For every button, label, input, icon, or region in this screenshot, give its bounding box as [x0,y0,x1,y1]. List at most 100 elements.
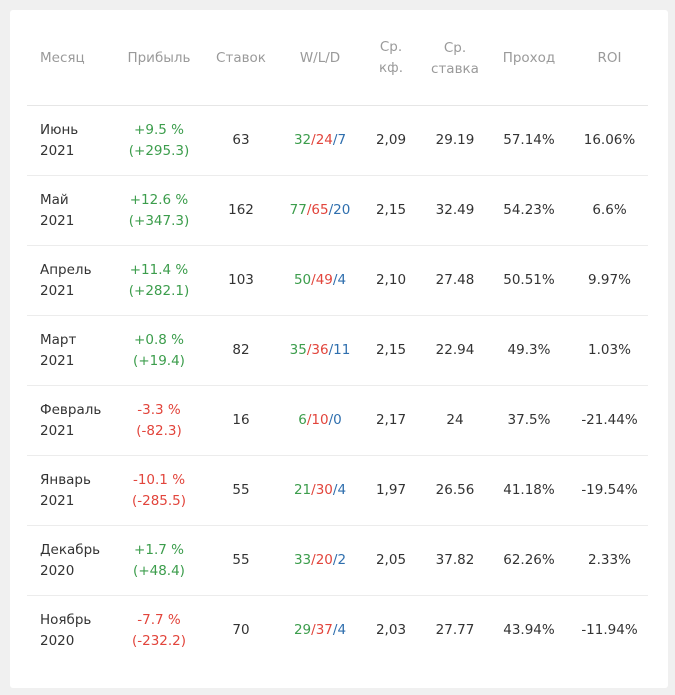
losses: 49 [315,272,333,288]
year: 2021 [40,352,75,369]
month-cell: Декабрь 2020 [27,525,117,596]
draws: 4 [337,622,347,638]
wins: 35 [289,342,307,358]
month-cell: Февраль 2021 [27,385,117,456]
column-header: Ставок [201,10,281,106]
pass: 62.26% [487,525,571,596]
avg-odds: 2,10 [359,245,423,316]
roi: 1.03% [571,315,648,386]
wld-cell: 33/20/2 [281,525,359,596]
year: 2021 [40,282,75,299]
profit-abs: (+48.4) [133,562,185,579]
separator: / [328,202,334,218]
separator: / [311,552,316,568]
draws: 4 [337,272,347,288]
profit-pct: -10.1 % [132,471,186,488]
draws: 2 [337,552,347,568]
bets: 63 [201,105,281,176]
year: 2021 [40,492,75,509]
bets: 82 [201,315,281,386]
profit-abs: (+19.4) [133,352,185,369]
draws: 7 [337,132,347,148]
month: Февраль [40,401,102,418]
profit-pct: -7.7 % [137,611,181,628]
wld-cell: 6/10/0 [281,385,359,456]
avg-stake: 29.19 [423,105,487,176]
avg-odds: 2,15 [359,175,423,246]
separator: / [306,412,312,428]
bets: 55 [201,455,281,526]
profit-abs: (+347.3) [128,212,190,229]
avg-stake: 37.82 [423,525,487,596]
separator: / [328,342,334,358]
year: 2021 [40,422,75,439]
separator: / [328,412,334,428]
month-row: Март 2021 +0.8 % (+19.4) 82 35/36/11 2,15 22.94… [27,315,648,386]
wld-cell: 77/65/20 [281,175,359,246]
month-row: Май 2021 +12.6 % (+347.3) 162 77/65/20 2,15 32.… [27,175,648,246]
pass: 41.18% [487,455,571,526]
column-header: ROI [571,10,648,106]
column-header: Месяц [27,10,117,106]
profit-cell: +12.6 % (+347.3) [117,175,201,246]
avg-stake: 22.94 [423,315,487,386]
avg-stake: 32.49 [423,175,487,246]
wins: 6 [298,412,307,428]
month-cell: Июнь 2021 [27,105,117,176]
losses: 20 [315,552,333,568]
year: 2020 [40,562,75,579]
wld-cell: 50/49/4 [281,245,359,316]
column-header: Ср. ставка [423,10,487,106]
profit-cell: +9.5 % (+295.3) [117,105,201,176]
profit-cell: -7.7 % (-232.2) [117,596,201,666]
losses: 36 [311,342,329,358]
separator: / [332,272,338,288]
month-cell: Ноябрь 2020 [27,596,117,666]
separator: / [332,622,338,638]
roi: 2.33% [571,525,648,596]
avg-odds: 2,03 [375,622,407,638]
bets: 55 [201,525,281,596]
draws: 20 [333,202,351,218]
bets: 162 [201,175,281,246]
month-row: Февраль 2021 -3.3 % (-82.3) 16 6/10/0 2,17 24 37… [27,385,648,456]
pass: 49.3% [487,315,571,386]
separator: / [311,272,316,288]
separator: / [311,482,316,498]
profit-cell: -10.1 % (-285.5) [117,455,201,526]
avg-stake: 24 [423,385,487,456]
avg-stake: 27.77 [435,622,475,638]
wld-cell: 35/36/11 [281,315,359,386]
month-row: Июнь 2021 +9.5 % (+295.3) 63 32/24/7 2,09 29.19… [27,105,648,176]
profit-abs: (+282.1) [128,282,190,299]
month-cell: Март 2021 [27,315,117,386]
separator: / [306,342,312,358]
roi: -11.94% [581,622,638,638]
separator: / [311,132,316,148]
column-header: W/L/D [281,10,359,106]
profit-cell: +0.8 % (+19.4) [117,315,201,386]
profit-pct: +1.7 % [134,541,184,558]
month: Ноябрь [40,611,92,628]
roi: 9.97% [571,245,648,316]
avg-stake: 26.56 [423,455,487,526]
pass: 43.94% [503,622,555,638]
avg-stake: 27.48 [423,245,487,316]
separator: / [332,552,338,568]
separator: / [306,202,312,218]
losses: 37 [315,622,333,638]
bets: 70 [232,622,250,638]
month-cell: Май 2021 [27,175,117,246]
month-row: Январь 2021 -10.1 % (-285.5) 55 21/30/4 1,97 26… [27,455,648,526]
roi: -19.54% [571,455,648,526]
roi: 6.6% [571,175,648,246]
profit-abs: (-232.2) [131,632,187,649]
roi: 16.06% [571,105,648,176]
wins: 33 [293,552,312,568]
profit-cell: -3.3 % (-82.3) [117,385,201,456]
card: Месяц Прибыль Ставок W/L/D Ср. кф. Ср. ставка… [10,10,668,688]
wins: 32 [293,132,312,148]
avg-odds: 2,15 [359,315,423,386]
profit-abs: (+295.3) [128,142,190,159]
